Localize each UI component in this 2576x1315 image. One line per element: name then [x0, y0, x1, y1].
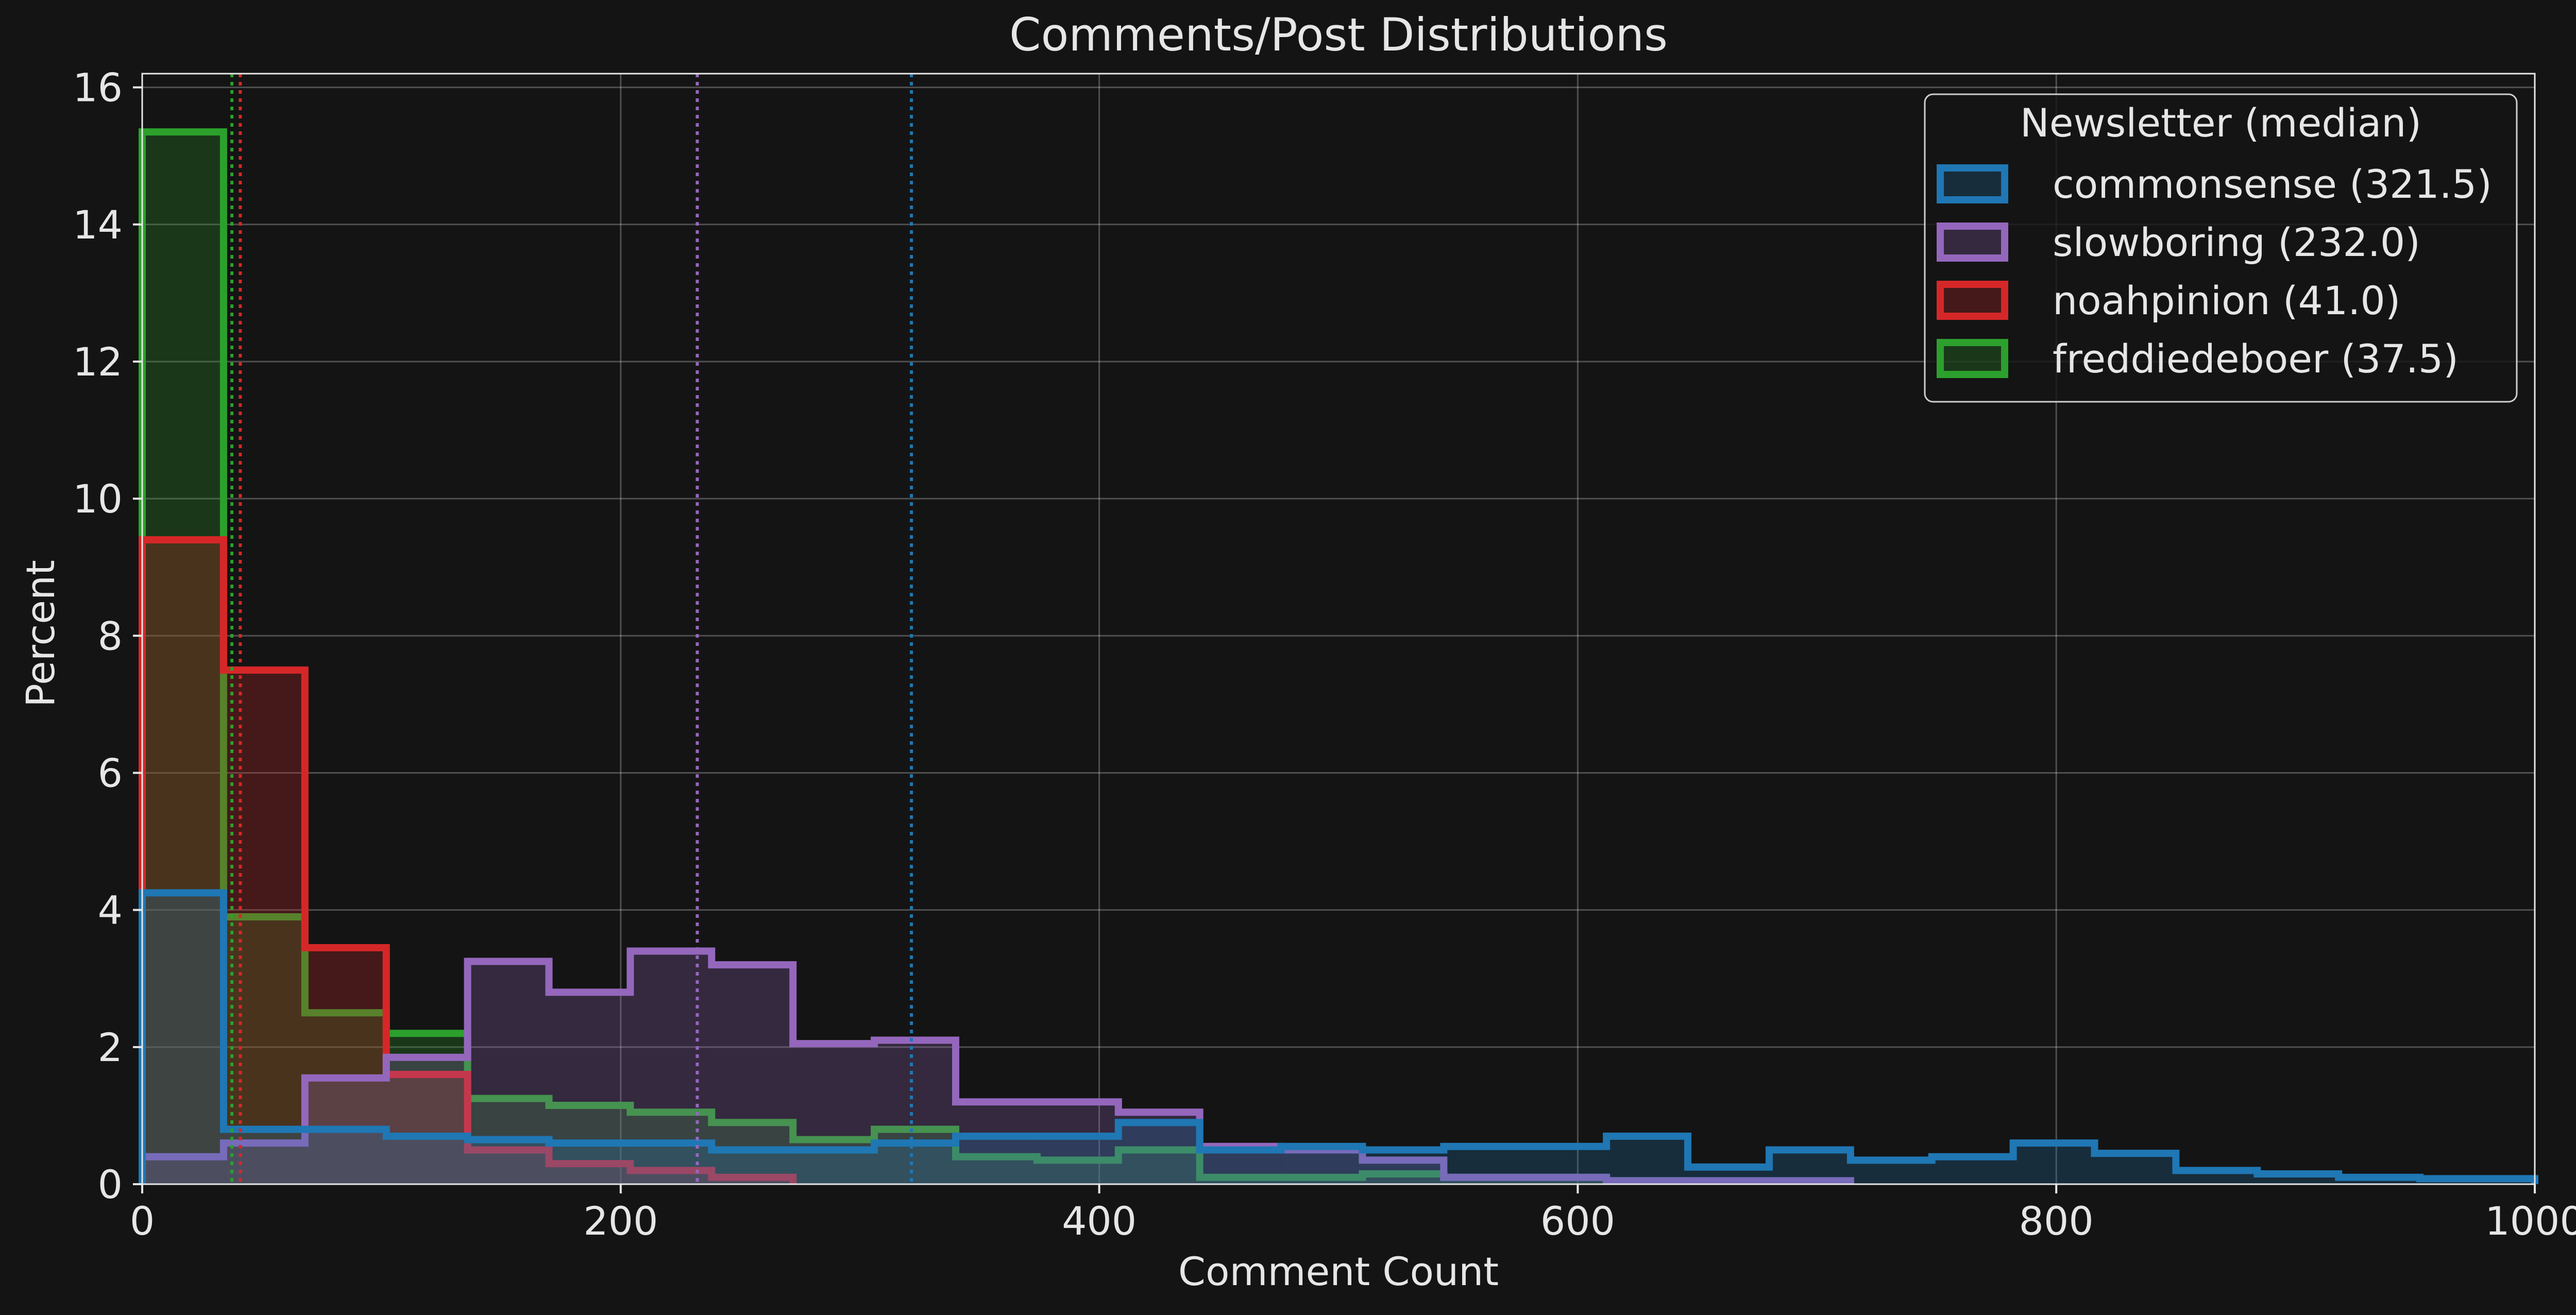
bar-commonsense-24	[2094, 1153, 2176, 1184]
y-tick-label-2: 4	[98, 887, 123, 933]
x-tick-label-3: 600	[1540, 1198, 1615, 1244]
legend-title: Newsletter (median)	[2020, 100, 2421, 146]
bar-noahpinion-3	[386, 1074, 468, 1184]
bar-freddiedeboer-11	[1037, 1160, 1118, 1184]
y-tick-label-0: 0	[98, 1162, 123, 1207]
y-tick-label-6: 12	[73, 339, 123, 385]
legend-label-freddiedeboer: freddiedeboer (37.5)	[2053, 336, 2459, 382]
x-tick-label-2: 400	[1062, 1198, 1137, 1244]
y-tick-label-5: 10	[73, 476, 123, 522]
bar-commonsense-17	[1525, 1146, 1607, 1184]
legend-label-slowboring: slowboring (232.0)	[2053, 219, 2420, 265]
legend-label-noahpinion: noahpinion (41.0)	[2053, 278, 2400, 323]
x-axis-label: Comment Count	[1178, 1249, 1499, 1294]
bar-freddiedeboer-2	[304, 1013, 386, 1184]
bar-slowboring-1	[223, 1143, 305, 1184]
legend-swatch-freddiedeboer	[1937, 339, 2008, 378]
bar-commonsense-0	[142, 893, 224, 1184]
bar-freddiedeboer-10	[955, 1156, 1037, 1184]
series-slowboring	[139, 947, 1854, 1185]
x-tick-label-4: 800	[2019, 1198, 2094, 1244]
bar-noahpinion-1	[223, 670, 305, 1184]
median-lines	[230, 74, 913, 1184]
y-tick-label-7: 14	[73, 202, 123, 248]
step-outline-slowboring	[139, 947, 1854, 1185]
bar-slowboring-5	[549, 992, 631, 1184]
bar-commonsense-2	[304, 1129, 386, 1184]
legend-swatch-commonsense	[1937, 164, 2008, 203]
legend-swatch-noahpinion	[1937, 281, 2008, 320]
y-axis-label: Percent	[18, 560, 63, 707]
bar-noahpinion-4	[467, 1150, 549, 1184]
x-tick-label-5: 1000	[2485, 1198, 2576, 1244]
y-tick-label-4: 8	[98, 613, 123, 659]
y-tick-label-1: 2	[98, 1024, 123, 1070]
bar-slowboring-8	[793, 1044, 875, 1184]
bar-commonsense-4	[467, 1139, 549, 1184]
bar-commonsense-8	[793, 1150, 875, 1184]
x-tick-label-1: 200	[583, 1198, 658, 1244]
series-noahpinion	[139, 536, 797, 1184]
bar-slowboring-4	[467, 961, 549, 1184]
legend: Newsletter (median) commonsense (321.5) sl…	[1924, 93, 2518, 403]
bar-commonsense-23	[2013, 1143, 2095, 1184]
bar-slowboring-15	[1362, 1160, 1444, 1184]
bar-slowboring-9	[874, 1040, 956, 1184]
y-tick-label-8: 16	[73, 65, 123, 111]
bar-freddiedeboer-12	[1118, 1150, 1200, 1184]
bar-slowboring-10	[955, 1102, 1037, 1184]
bar-commonsense-1	[223, 1129, 305, 1184]
bar-freddiedeboer-0	[142, 132, 224, 1185]
bar-commonsense-9	[874, 1143, 956, 1184]
bar-commonsense-16	[1444, 1146, 1526, 1184]
x-axis-ticks: 0 200 400 600 800 1000	[130, 1184, 2576, 1244]
bar-slowboring-11	[1037, 1102, 1118, 1184]
bar-commonsense-12	[1118, 1122, 1200, 1184]
bar-commonsense-5	[549, 1143, 631, 1184]
bar-commonsense-15	[1362, 1150, 1444, 1184]
step-outline-noahpinion	[139, 536, 797, 1184]
chart-title: Comments/Post Distributions	[1009, 8, 1668, 61]
bar-commonsense-3	[386, 1136, 468, 1184]
bar-commonsense-21	[1850, 1160, 1932, 1184]
bar-commonsense-22	[1931, 1156, 2013, 1184]
bar-commonsense-11	[1037, 1136, 1118, 1184]
step-outline-commonsense	[139, 889, 2538, 1184]
legend-label-commonsense: commonsense (321.5)	[2053, 161, 2492, 207]
bar-commonsense-13	[1199, 1150, 1281, 1184]
bar-noahpinion-2	[304, 947, 386, 1184]
legend-box	[1924, 93, 2518, 403]
bar-commonsense-14	[1281, 1146, 1363, 1184]
bar-commonsense-20	[1769, 1150, 1851, 1184]
legend-swatch-slowboring	[1937, 223, 2008, 262]
bar-commonsense-10	[955, 1136, 1037, 1184]
bar-commonsense-7	[711, 1150, 793, 1184]
bar-commonsense-18	[1606, 1136, 1688, 1184]
bar-commonsense-6	[630, 1143, 712, 1184]
bar-freddiedeboer-9	[874, 1129, 956, 1184]
grid	[141, 74, 2536, 1185]
x-tick-label-0: 0	[130, 1198, 155, 1244]
series-commonsense	[139, 889, 2538, 1184]
bar-slowboring-3	[386, 1057, 468, 1184]
bar-slowboring-14	[1281, 1150, 1363, 1184]
histogram-series	[139, 128, 2538, 1185]
y-axis-ticks: 0 2 4 6 8 10 12 14 16	[73, 65, 142, 1207]
bar-noahpinion-0	[142, 539, 224, 1184]
plot-frame	[141, 73, 2536, 1185]
y-tick-label-3: 6	[98, 750, 123, 796]
bar-slowboring-0	[142, 1156, 224, 1184]
